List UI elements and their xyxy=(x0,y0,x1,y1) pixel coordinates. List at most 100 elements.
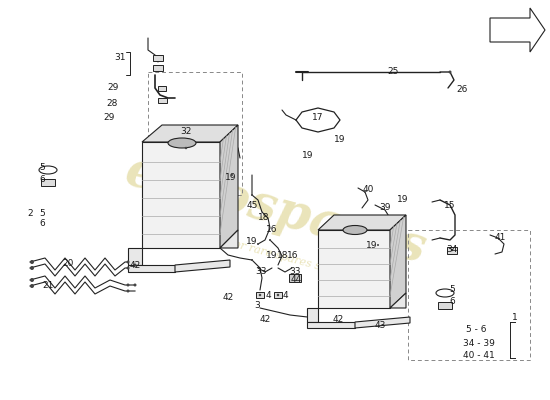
Polygon shape xyxy=(307,322,355,328)
Bar xyxy=(157,98,167,102)
Bar xyxy=(447,246,457,254)
Ellipse shape xyxy=(451,249,453,251)
Polygon shape xyxy=(390,293,406,308)
Polygon shape xyxy=(318,230,390,308)
Ellipse shape xyxy=(126,266,129,270)
Polygon shape xyxy=(355,317,410,328)
Text: 19: 19 xyxy=(334,136,346,144)
Ellipse shape xyxy=(251,194,253,196)
Text: 29: 29 xyxy=(107,84,119,92)
Bar xyxy=(158,86,166,90)
Ellipse shape xyxy=(134,264,136,266)
Ellipse shape xyxy=(258,294,261,296)
Text: 32: 32 xyxy=(180,128,192,136)
Text: 33: 33 xyxy=(289,268,301,276)
Ellipse shape xyxy=(134,284,136,286)
Ellipse shape xyxy=(126,290,129,292)
Text: 6: 6 xyxy=(39,176,45,184)
Text: 19: 19 xyxy=(302,150,313,160)
Ellipse shape xyxy=(269,239,271,241)
Text: 33: 33 xyxy=(255,268,267,276)
Text: a passion for rare spares since 1985: a passion for rare spares since 1985 xyxy=(174,224,376,286)
Polygon shape xyxy=(128,248,142,265)
Ellipse shape xyxy=(30,260,34,264)
Text: 18: 18 xyxy=(258,214,270,222)
Ellipse shape xyxy=(126,284,129,286)
Text: 17: 17 xyxy=(312,114,324,122)
Text: 42: 42 xyxy=(332,316,344,324)
Polygon shape xyxy=(318,215,406,230)
Text: 34 - 39: 34 - 39 xyxy=(463,338,495,348)
Text: 1: 1 xyxy=(512,314,518,322)
Text: 16: 16 xyxy=(287,250,299,260)
Ellipse shape xyxy=(257,243,259,245)
Ellipse shape xyxy=(185,147,187,149)
Text: 43: 43 xyxy=(375,320,386,330)
Text: 42: 42 xyxy=(222,294,234,302)
Polygon shape xyxy=(142,125,238,142)
Text: 45: 45 xyxy=(246,200,258,210)
Polygon shape xyxy=(307,308,318,322)
Text: 19: 19 xyxy=(246,238,258,246)
Polygon shape xyxy=(142,142,220,248)
Text: eurospares: eurospares xyxy=(119,146,431,274)
Polygon shape xyxy=(220,230,238,248)
Text: 20: 20 xyxy=(62,258,74,268)
Text: 41: 41 xyxy=(494,234,505,242)
Text: 4: 4 xyxy=(282,290,288,300)
Text: 42: 42 xyxy=(260,316,271,324)
Text: 2: 2 xyxy=(27,208,33,218)
Ellipse shape xyxy=(30,266,34,270)
Text: 29: 29 xyxy=(103,112,115,122)
Ellipse shape xyxy=(231,174,233,176)
Text: 5: 5 xyxy=(39,164,45,172)
Bar xyxy=(256,292,264,298)
Text: 15: 15 xyxy=(444,200,456,210)
Text: 26: 26 xyxy=(456,86,468,94)
Ellipse shape xyxy=(30,278,34,282)
Text: 19: 19 xyxy=(226,174,236,182)
Bar xyxy=(438,302,452,308)
Text: 40 - 41: 40 - 41 xyxy=(463,352,495,360)
Text: 39: 39 xyxy=(379,202,390,212)
Text: 42: 42 xyxy=(129,260,141,270)
Bar xyxy=(41,178,55,186)
Text: 18: 18 xyxy=(277,250,289,260)
Ellipse shape xyxy=(343,226,367,234)
Bar xyxy=(289,274,301,282)
Text: 40: 40 xyxy=(362,186,373,194)
Ellipse shape xyxy=(251,259,253,261)
Ellipse shape xyxy=(168,138,196,148)
Text: 5: 5 xyxy=(39,208,45,218)
Ellipse shape xyxy=(30,284,34,288)
Polygon shape xyxy=(128,265,175,272)
Text: 19: 19 xyxy=(397,196,409,204)
Text: 3: 3 xyxy=(254,300,260,310)
Text: 6: 6 xyxy=(39,220,45,228)
Text: 19: 19 xyxy=(366,240,378,250)
Text: 5: 5 xyxy=(449,286,455,294)
Text: 6: 6 xyxy=(449,298,455,306)
Text: 21: 21 xyxy=(42,280,54,290)
Ellipse shape xyxy=(448,70,452,74)
Ellipse shape xyxy=(126,260,129,264)
Text: 19: 19 xyxy=(266,250,278,260)
Text: 4: 4 xyxy=(265,290,271,300)
Text: 31: 31 xyxy=(114,54,126,62)
Polygon shape xyxy=(390,215,406,308)
Polygon shape xyxy=(490,8,545,52)
Bar xyxy=(153,55,163,61)
Ellipse shape xyxy=(277,294,279,296)
Text: 25: 25 xyxy=(387,68,399,76)
Bar xyxy=(408,230,530,360)
Text: 34: 34 xyxy=(446,246,458,254)
Polygon shape xyxy=(175,260,230,272)
Bar xyxy=(274,292,282,298)
Bar xyxy=(153,65,163,71)
Text: 16: 16 xyxy=(266,226,278,234)
Text: 28: 28 xyxy=(106,98,118,108)
Text: 44: 44 xyxy=(290,276,301,284)
Polygon shape xyxy=(220,125,238,248)
Bar xyxy=(148,72,242,195)
Ellipse shape xyxy=(377,244,379,246)
